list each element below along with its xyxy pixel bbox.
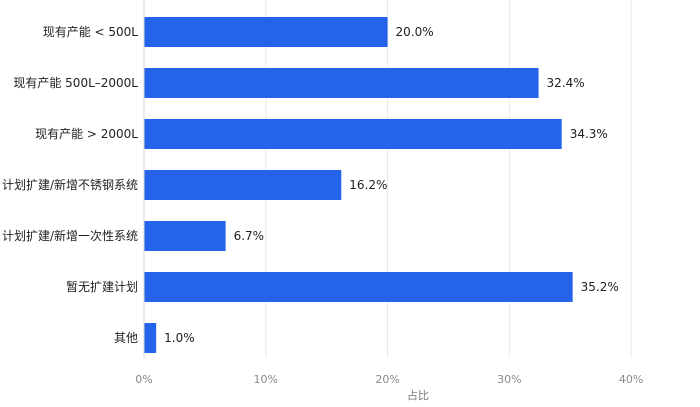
data-label: 32.4% xyxy=(547,76,585,90)
bar xyxy=(144,170,342,200)
x-tick-label: 10% xyxy=(254,373,278,386)
category-label: 计划扩建/新增一次性系统 xyxy=(2,228,138,243)
category-label: 计划扩建/新增不锈钢系统 xyxy=(2,177,138,192)
x-tick-label: 30% xyxy=(497,373,521,386)
bar xyxy=(144,119,562,149)
data-label: 16.2% xyxy=(349,178,387,192)
category-label: 暂无扩建计划 xyxy=(66,280,138,294)
category-label: 现有产能 < 500L xyxy=(43,25,139,39)
label-layer: 0% 10% 20% 30% 40% 现有产能 < 500L 20.0% 现有产能 500L–… xyxy=(2,25,643,386)
data-label: 20.0% xyxy=(396,25,434,39)
data-label: 35.2% xyxy=(581,280,619,294)
bar xyxy=(144,221,226,251)
bar-layer xyxy=(144,17,573,353)
bar xyxy=(144,68,539,98)
x-tick-label: 40% xyxy=(619,373,643,386)
x-axis-title: 占比 xyxy=(407,388,429,402)
data-label: 6.7% xyxy=(234,229,265,243)
bar xyxy=(144,323,157,353)
data-label: 34.3% xyxy=(570,127,608,141)
x-tick-label: 0% xyxy=(135,373,152,386)
bar xyxy=(144,17,388,47)
bar xyxy=(144,272,573,302)
category-label: 其他 xyxy=(114,331,138,345)
x-tick-label: 20% xyxy=(375,373,399,386)
data-label: 1.0% xyxy=(164,331,195,345)
category-label: 现有产能 > 2000L xyxy=(35,127,138,141)
category-label: 现有产能 500L–2000L xyxy=(13,76,138,90)
